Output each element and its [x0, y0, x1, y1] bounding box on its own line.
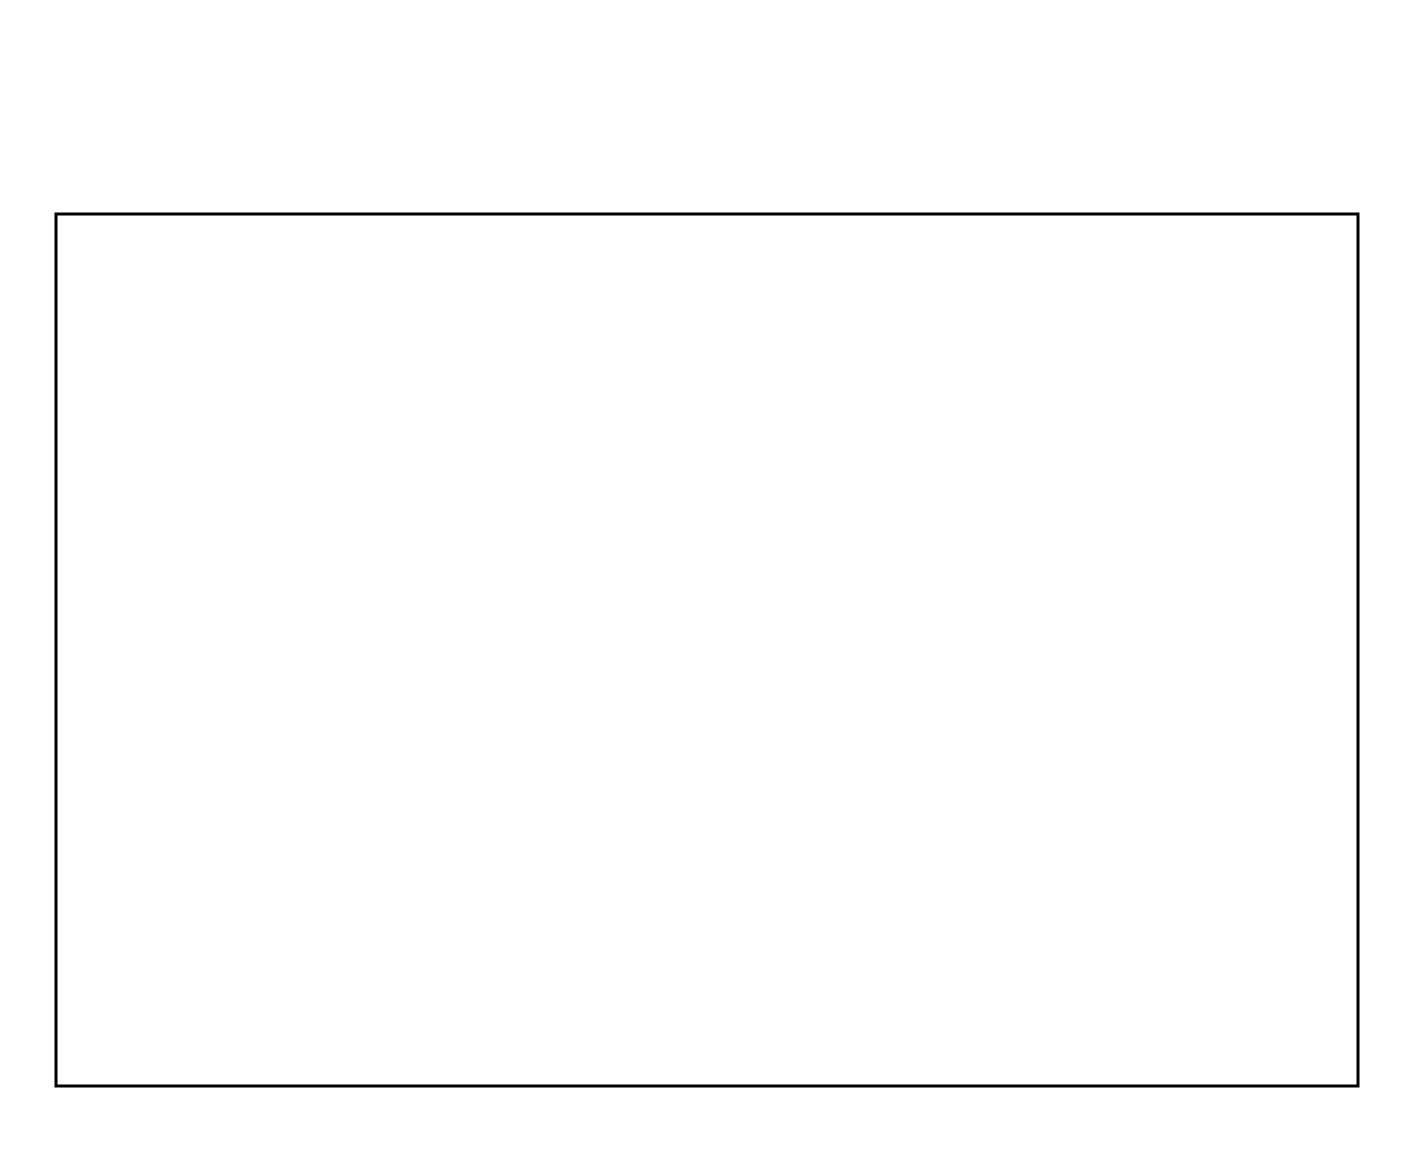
- outer-box: [56, 214, 1358, 1086]
